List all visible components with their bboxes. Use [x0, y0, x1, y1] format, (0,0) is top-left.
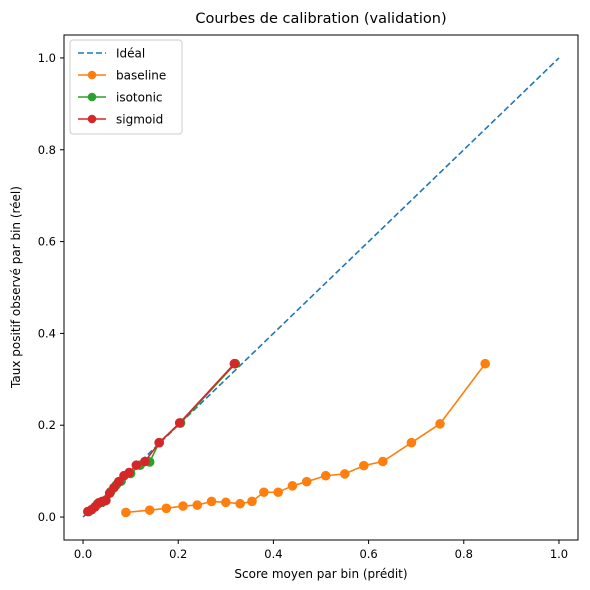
- data-point-baseline: [273, 487, 283, 498]
- data-point-baseline: [178, 501, 188, 511]
- data-point-baseline: [121, 507, 131, 518]
- data-point-baseline: [406, 437, 417, 448]
- legend-box: [69, 39, 183, 135]
- data-point-baseline: [480, 358, 490, 369]
- y-tick-label: 0.6: [38, 235, 56, 249]
- series-baseline: [121, 358, 490, 518]
- data-point-baseline: [235, 498, 245, 509]
- data-point-sigmoid: [174, 418, 185, 428]
- data-point-baseline: [192, 500, 203, 510]
- x-tick-label: 0.4: [264, 547, 282, 561]
- x-tick-label: 1.0: [550, 547, 568, 561]
- data-point-baseline: [378, 456, 388, 467]
- y-tick-label: 0.0: [38, 510, 56, 524]
- data-point-sigmoid: [140, 456, 150, 467]
- data-point-sigmoid: [131, 460, 142, 470]
- legend-marker-sigmoid: [87, 114, 97, 124]
- legend-marker-baseline: [87, 70, 97, 80]
- data-point-baseline: [221, 497, 231, 508]
- data-point-sigmoid: [101, 495, 111, 506]
- data-point-sigmoid: [124, 467, 135, 478]
- data-point-baseline: [144, 505, 155, 515]
- x-tick-label: 0.8: [455, 547, 473, 561]
- data-point-baseline: [359, 460, 369, 471]
- legend-label-id-al: Idéal: [116, 47, 145, 61]
- x-tick-label: 0.0: [74, 547, 92, 561]
- axes-frame: [63, 34, 579, 541]
- data-point-baseline: [287, 481, 298, 491]
- plot-area: 0.0 0.2 0.4 0.6 0.8 1.0 0.0 0.2 0.4 0.6 0.8 1.0 Idéa…: [38, 34, 579, 561]
- x-tick-label: 0.6: [359, 547, 377, 561]
- data-point-baseline: [259, 487, 269, 498]
- y-axis-label: Taux positif observé par bin (réel): [9, 186, 23, 389]
- data-point-sigmoid: [154, 437, 164, 448]
- data-point-baseline: [301, 476, 312, 487]
- data-point-baseline: [161, 503, 172, 514]
- data-point-baseline: [435, 419, 445, 429]
- legend-label-baseline: baseline: [116, 69, 166, 83]
- y-tick-label: 0.8: [38, 143, 56, 157]
- y-tick-label: 0.2: [38, 418, 56, 432]
- data-point-sigmoid: [113, 476, 124, 487]
- legend-label-isotonic: isotonic: [116, 91, 163, 105]
- data-point-sigmoid: [229, 358, 240, 369]
- data-point-baseline: [247, 496, 257, 507]
- data-point-baseline: [339, 469, 350, 479]
- chart-title: Courbes de calibration (validation): [195, 11, 446, 27]
- legend: Idéal baseline isotonic sigmoid: [69, 39, 183, 135]
- legend-label-sigmoid: sigmoid: [116, 113, 163, 127]
- series-sigmoid: [82, 358, 240, 517]
- legend-marker-isotonic: [87, 92, 97, 102]
- data-point-baseline: [206, 496, 217, 507]
- data-point-baseline: [320, 470, 331, 481]
- y-tick-label: 0.4: [38, 326, 56, 340]
- y-tick-label: 1.0: [38, 51, 56, 65]
- x-tick-label: 0.2: [169, 547, 187, 561]
- x-axis-label: Score moyen par bin (prédit): [234, 567, 407, 581]
